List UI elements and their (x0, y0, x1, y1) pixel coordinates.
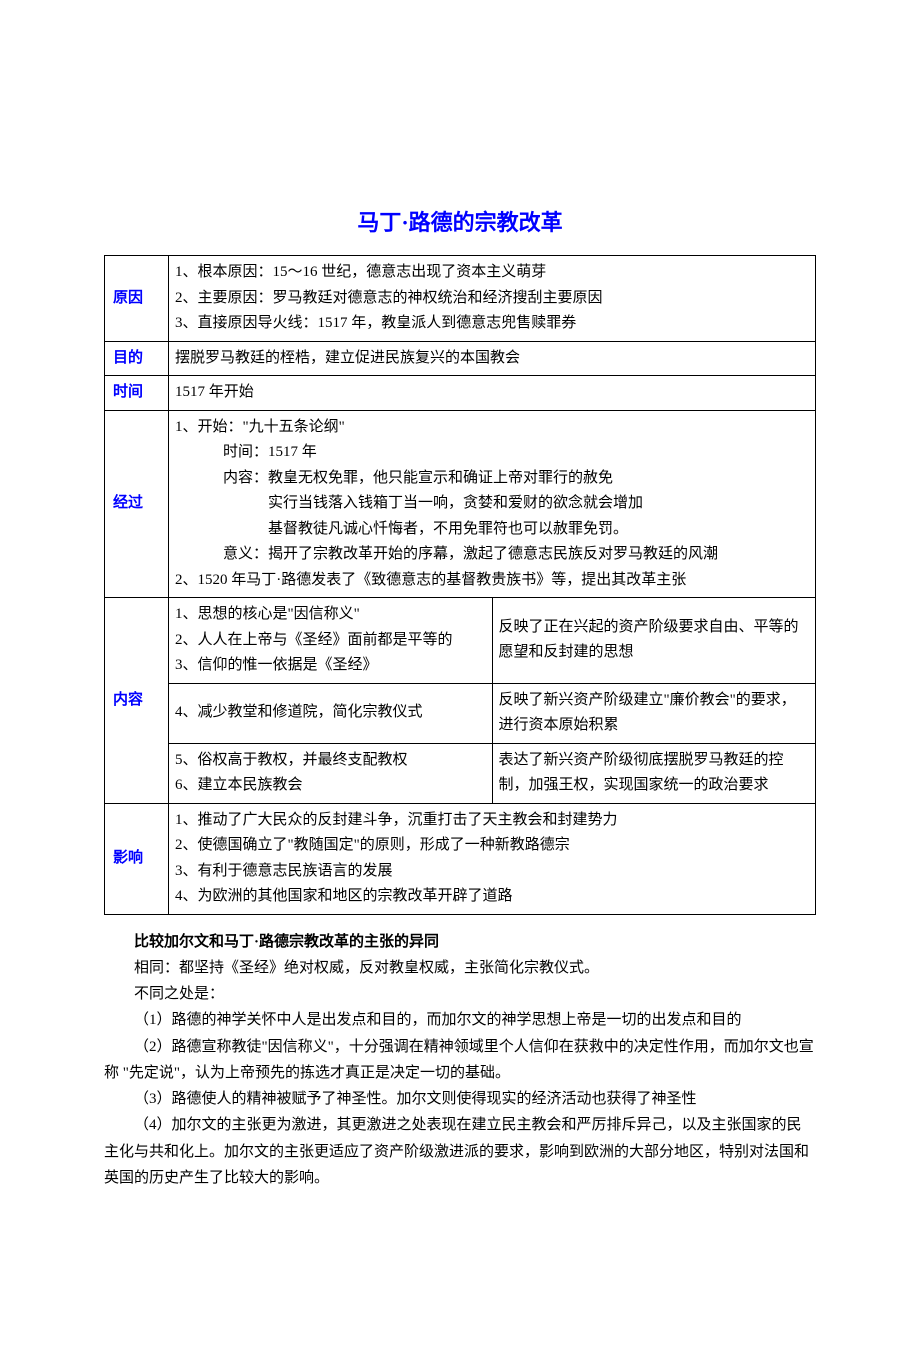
prose-diff: （2）路德宣称教徒"因信称义"，十分强调在精神领域里个人信仰在获救中的决定性作用… (104, 1034, 816, 1087)
reform-table: 原因 1、根本原因：15～16 世纪，德意志出现了资本主义萌芽 2、主要原因：罗… (104, 255, 816, 915)
row-header-process: 经过 (113, 495, 143, 511)
cell-text: 时间：1517 年 (175, 440, 809, 466)
page-title: 马丁·路德的宗教改革 (357, 210, 562, 235)
prose-diff: （4）加尔文的主张更为激进，其更激进之处表现在建立民主教会和严厉排斥异己，以及主… (104, 1112, 816, 1191)
row-header-cause: 原因 (113, 290, 143, 306)
table-row: 4、减少教堂和修道院，简化宗教仪式 反映了新兴资产阶级建立"廉价教会"的要求，进… (105, 683, 816, 743)
cell-text: 2、1520 年马丁·路德发表了《致德意志的基督教贵族书》等，提出其改革主张 (175, 572, 686, 588)
cell-text: 3、有利于德意志民族语言的发展 (175, 863, 393, 879)
row-header-content: 内容 (113, 692, 143, 708)
table-row: 经过 1、开始："九十五条论纲" 时间：1517 年 内容：教皇无权免罪，他只能… (105, 410, 816, 598)
cell-text: 6、建立本民族教会 (175, 777, 303, 793)
prose-heading: 比较加尔文和马丁·路德宗教改革的主张的异同 (134, 934, 439, 950)
table-row: 影响 1、推动了广大民众的反封建斗争，沉重打击了天主教会和封建势力 2、使德国确… (105, 803, 816, 914)
prose-diff: （1）路德的神学关怀中人是出发点和目的，而加尔文的神学思想上帝是一切的出发点和目… (104, 1007, 816, 1033)
prose-same: 相同：都坚持《圣经》绝对权威，反对教皇权威，主张简化宗教仪式。 (104, 955, 816, 981)
cell-text: 反映了新兴资产阶级建立"廉价教会"的要求，进行资本原始积累 (499, 692, 796, 734)
cell-text: 2、人人在上帝与《圣经》面前都是平等的 (175, 632, 453, 648)
cell-text: 3、直接原因导火线：1517 年，教皇派人到德意志兜售赎罪券 (175, 315, 576, 331)
cell-text: 实行当钱落入钱箱丁当一响，贪婪和爱财的欲念就会增加 (175, 491, 809, 517)
cell-text: 4、为欧洲的其他国家和地区的宗教改革开辟了道路 (175, 888, 513, 904)
cell-text: 1、开始："九十五条论纲" (175, 419, 345, 435)
prose-diff: （3）路德使人的精神被赋予了神圣性。加尔文则使得现实的经济活动也获得了神圣性 (104, 1086, 816, 1112)
prose-diff-intro: 不同之处是： (104, 981, 816, 1007)
cell-text: 意义：揭开了宗教改革开始的序幕，激起了德意志民族反对罗马教廷的风潮 (175, 542, 809, 568)
cell-text: 1、思想的核心是"因信称义" (175, 606, 360, 622)
row-header-impact: 影响 (113, 850, 143, 866)
table-row: 目的 摆脱罗马教廷的桎梏，建立促进民族复兴的本国教会 (105, 341, 816, 376)
cell-text: 表达了新兴资产阶级彻底摆脱罗马教廷的控制，加强王权，实现国家统一的政治要求 (499, 752, 784, 794)
cell-text: 1、推动了广大民众的反封建斗争，沉重打击了天主教会和封建势力 (175, 812, 618, 828)
cell-text: 4、减少教堂和修道院，简化宗教仪式 (175, 704, 423, 720)
comparison-prose: 比较加尔文和马丁·路德宗教改革的主张的异同 相同：都坚持《圣经》绝对权威，反对教… (104, 929, 816, 1192)
cell-text: 摆脱罗马教廷的桎梏，建立促进民族复兴的本国教会 (175, 350, 520, 366)
cell-text: 1517 年开始 (175, 384, 254, 400)
table-row: 5、俗权高于教权，并最终支配教权 6、建立本民族教会 表达了新兴资产阶级彻底摆脱… (105, 743, 816, 803)
cell-text: 5、俗权高于教权，并最终支配教权 (175, 752, 408, 768)
cell-text: 基督教徒凡诚心忏悔者，不用免罪符也可以赦罪免罚。 (175, 517, 809, 543)
cell-text: 1、根本原因：15～16 世纪，德意志出现了资本主义萌芽 (175, 264, 546, 280)
table-row: 内容 1、思想的核心是"因信称义" 2、人人在上帝与《圣经》面前都是平等的 3、… (105, 598, 816, 684)
cell-text: 3、信仰的惟一依据是《圣经》 (175, 657, 378, 673)
cell-text: 2、主要原因：罗马教廷对德意志的神权统治和经济搜刮主要原因 (175, 290, 603, 306)
table-row: 时间 1517 年开始 (105, 376, 816, 411)
row-header-purpose: 目的 (113, 350, 143, 366)
row-header-time: 时间 (113, 384, 143, 400)
cell-text: 反映了正在兴起的资产阶级要求自由、平等的愿望和反封建的思想 (499, 619, 799, 661)
table-row: 原因 1、根本原因：15～16 世纪，德意志出现了资本主义萌芽 2、主要原因：罗… (105, 256, 816, 342)
cell-text: 2、使德国确立了"教随国定"的原则，形成了一种新教路德宗 (175, 837, 570, 853)
cell-text: 内容：教皇无权免罪，他只能宣示和确证上帝对罪行的赦免 (175, 466, 809, 492)
